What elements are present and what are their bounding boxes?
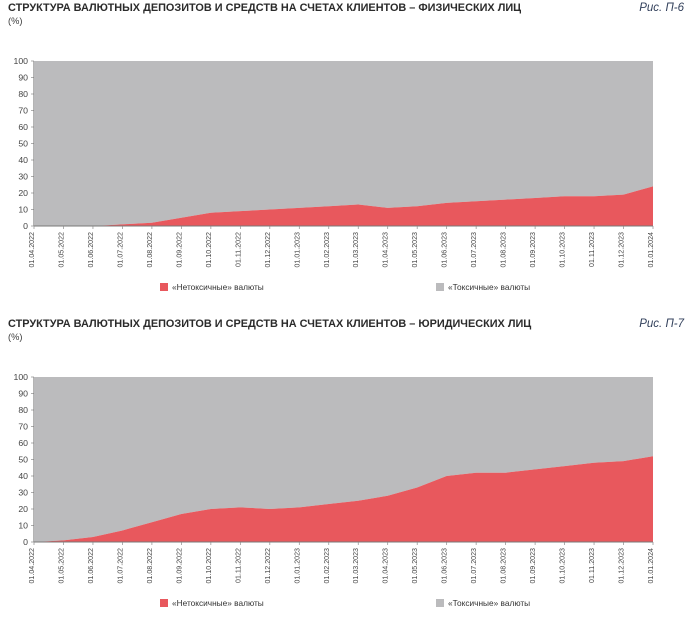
svg-text:01.08.2023: 01.08.2023: [500, 548, 508, 584]
svg-text:0: 0: [23, 537, 28, 547]
svg-text:01.04.2023: 01.04.2023: [382, 232, 390, 268]
svg-text:01.07.2022: 01.07.2022: [116, 548, 124, 584]
svg-text:70: 70: [18, 106, 28, 116]
svg-text:01.10.2022: 01.10.2022: [205, 232, 213, 268]
svg-text:40: 40: [18, 471, 28, 481]
svg-text:01.09.2022: 01.09.2022: [175, 232, 183, 268]
svg-text:01.03.2023: 01.03.2023: [352, 232, 360, 268]
svg-text:01.12.2023: 01.12.2023: [618, 548, 626, 584]
svg-text:01.12.2022: 01.12.2022: [264, 548, 272, 584]
svg-text:01.04.2023: 01.04.2023: [382, 548, 390, 584]
svg-text:«Нетоксичные» валюты: «Нетоксичные» валюты: [172, 282, 264, 292]
svg-text:01.09.2023: 01.09.2023: [529, 232, 537, 268]
svg-text:20: 20: [18, 504, 28, 514]
svg-text:01.09.2023: 01.09.2023: [529, 548, 537, 584]
svg-text:0: 0: [23, 221, 28, 231]
svg-text:50: 50: [18, 139, 28, 149]
svg-text:01.11.2023: 01.11.2023: [588, 548, 596, 583]
svg-text:01.11.2022: 01.11.2022: [234, 548, 242, 583]
svg-text:30: 30: [18, 172, 28, 182]
svg-text:01.04.2022: 01.04.2022: [28, 232, 36, 268]
svg-text:20: 20: [18, 188, 28, 198]
svg-text:10: 10: [18, 521, 28, 531]
svg-text:01.08.2022: 01.08.2022: [146, 548, 154, 584]
svg-text:01.08.2023: 01.08.2023: [500, 232, 508, 268]
svg-text:01.07.2023: 01.07.2023: [470, 548, 478, 584]
svg-text:70: 70: [18, 422, 28, 432]
svg-text:01.01.2024: 01.01.2024: [647, 232, 655, 268]
svg-text:01.10.2022: 01.10.2022: [205, 548, 213, 584]
svg-text:01.02.2023: 01.02.2023: [323, 548, 331, 584]
svg-text:50: 50: [18, 455, 28, 465]
svg-text:01.03.2023: 01.03.2023: [352, 548, 360, 584]
svg-text:100: 100: [14, 56, 29, 66]
svg-text:01.12.2023: 01.12.2023: [618, 232, 626, 268]
svg-text:01.05.2023: 01.05.2023: [411, 232, 419, 268]
svg-text:01.11.2022: 01.11.2022: [234, 232, 242, 267]
svg-text:100: 100: [14, 372, 29, 382]
svg-text:10: 10: [18, 205, 28, 215]
svg-text:01.05.2023: 01.05.2023: [411, 548, 419, 584]
svg-text:01.11.2023: 01.11.2023: [588, 232, 596, 267]
svg-text:80: 80: [18, 405, 28, 415]
svg-text:60: 60: [18, 122, 28, 132]
svg-text:01.01.2023: 01.01.2023: [293, 232, 301, 268]
svg-text:01.05.2022: 01.05.2022: [57, 232, 65, 268]
svg-text:60: 60: [18, 438, 28, 448]
svg-text:«Токсичные» валюты: «Токсичные» валюты: [448, 598, 530, 608]
svg-text:01.06.2023: 01.06.2023: [441, 232, 449, 268]
svg-text:«Нетоксичные» валюты: «Нетоксичные» валюты: [172, 598, 264, 608]
svg-text:01.08.2022: 01.08.2022: [146, 232, 154, 268]
svg-text:01.01.2023: 01.01.2023: [293, 548, 301, 584]
svg-text:01.07.2022: 01.07.2022: [116, 232, 124, 268]
svg-text:30: 30: [18, 488, 28, 498]
svg-text:01.12.2022: 01.12.2022: [264, 232, 272, 268]
svg-text:80: 80: [18, 89, 28, 99]
svg-text:01.10.2023: 01.10.2023: [559, 232, 567, 268]
svg-text:01.07.2023: 01.07.2023: [470, 232, 478, 268]
svg-text:01.10.2023: 01.10.2023: [559, 548, 567, 584]
svg-text:01.06.2023: 01.06.2023: [441, 548, 449, 584]
svg-text:40: 40: [18, 155, 28, 165]
svg-text:90: 90: [18, 389, 28, 399]
svg-text:01.02.2023: 01.02.2023: [323, 232, 331, 268]
svg-text:01.04.2022: 01.04.2022: [28, 548, 36, 584]
svg-text:01.06.2022: 01.06.2022: [87, 548, 95, 584]
svg-text:90: 90: [18, 73, 28, 83]
svg-text:«Токсичные» валюты: «Токсичные» валюты: [448, 282, 530, 292]
svg-text:01.06.2022: 01.06.2022: [87, 232, 95, 268]
svg-text:01.09.2022: 01.09.2022: [175, 548, 183, 584]
svg-text:01.01.2024: 01.01.2024: [647, 548, 655, 584]
svg-text:01.05.2022: 01.05.2022: [57, 548, 65, 584]
